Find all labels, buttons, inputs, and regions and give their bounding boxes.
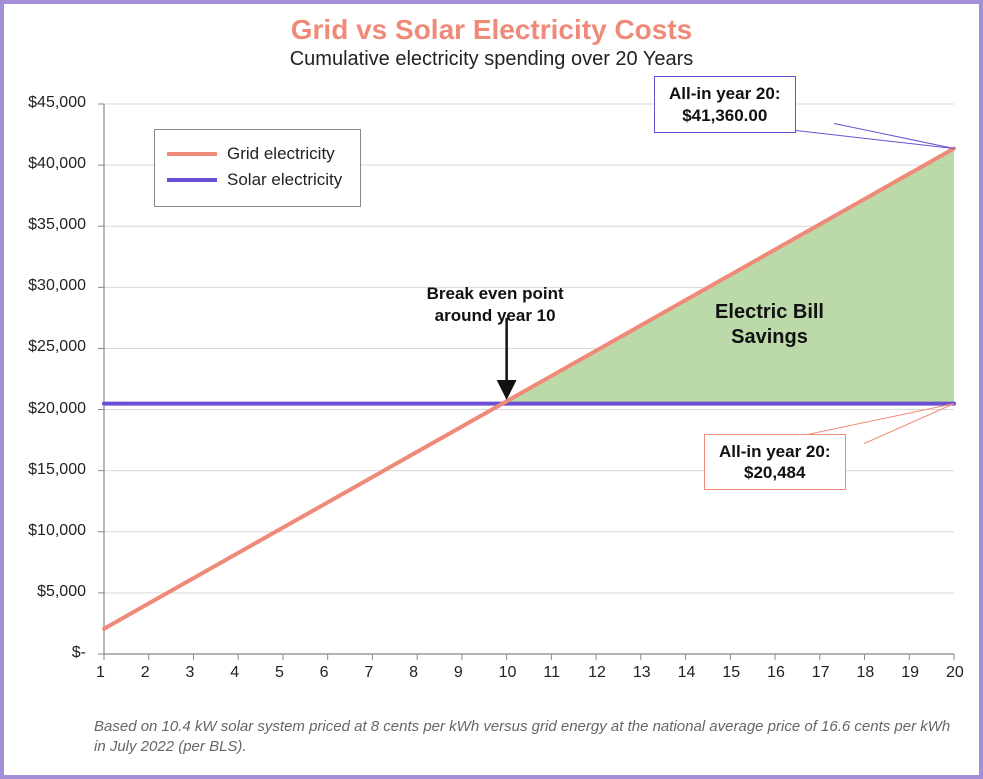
break-even-annotation: Break even point around year 10 <box>427 283 564 326</box>
x-tick-label: 15 <box>722 664 740 682</box>
y-tick-label: $25,000 <box>28 338 86 356</box>
x-tick-label: 6 <box>320 664 329 682</box>
x-tick-label: 1 <box>96 664 105 682</box>
x-tick-label: 20 <box>946 664 964 682</box>
x-tick-label: 8 <box>409 664 418 682</box>
break-even-line2: around year 10 <box>427 305 564 326</box>
x-tick-label: 11 <box>543 664 560 682</box>
legend-swatch-grid <box>167 152 217 156</box>
break-even-line1: Break even point <box>427 283 564 304</box>
savings-line2: Savings <box>715 325 824 350</box>
x-tick-label: 16 <box>767 664 785 682</box>
chart-subtitle: Cumulative electricity spending over 20 … <box>4 48 979 71</box>
y-tick-label: $5,000 <box>37 583 86 601</box>
y-tick-label: $20,000 <box>28 400 86 418</box>
y-tick-label: $15,000 <box>28 461 86 479</box>
x-tick-label: 18 <box>857 664 875 682</box>
x-tick-label: 9 <box>454 664 463 682</box>
x-tick-label: 12 <box>588 664 606 682</box>
chart-title: Grid vs Solar Electricity Costs <box>4 14 979 46</box>
legend-item-solar: Solar electricity <box>167 170 342 190</box>
x-tick-label: 17 <box>812 664 830 682</box>
x-tick-label: 2 <box>141 664 150 682</box>
callout-solar-line1: All-in year 20: <box>719 441 831 462</box>
legend-label-grid: Grid electricity <box>227 144 335 164</box>
chart-frame: Grid vs Solar Electricity Costs Cumulati… <box>0 0 983 779</box>
legend-item-grid: Grid electricity <box>167 144 342 164</box>
callout-grid-line1: All-in year 20: <box>669 83 781 104</box>
callout-grid-line2: $41,360.00 <box>669 105 781 126</box>
y-tick-label: $40,000 <box>28 155 86 173</box>
callout-grid-final: All-in year 20: $41,360.00 <box>654 76 796 133</box>
callout-solar-final: All-in year 20: $20,484 <box>704 434 846 491</box>
callout-solar-line2: $20,484 <box>719 462 831 483</box>
y-tick-label: $10,000 <box>28 522 86 540</box>
x-tick-label: 10 <box>499 664 517 682</box>
x-tick-label: 19 <box>901 664 919 682</box>
y-tick-label: $- <box>72 644 86 662</box>
footnote: Based on 10.4 kW solar system priced at … <box>94 717 954 758</box>
x-tick-label: 4 <box>230 664 239 682</box>
legend-label-solar: Solar electricity <box>227 170 342 190</box>
x-tick-label: 13 <box>633 664 651 682</box>
legend-swatch-solar <box>167 178 217 182</box>
x-tick-label: 14 <box>678 664 696 682</box>
y-tick-label: $35,000 <box>28 216 86 234</box>
x-tick-label: 3 <box>185 664 194 682</box>
legend: Grid electricity Solar electricity <box>154 129 361 207</box>
x-tick-label: 7 <box>364 664 373 682</box>
savings-label: Electric Bill Savings <box>715 300 824 350</box>
y-tick-label: $45,000 <box>28 94 86 112</box>
savings-line1: Electric Bill <box>715 300 824 325</box>
x-tick-label: 5 <box>275 664 284 682</box>
y-tick-label: $30,000 <box>28 277 86 295</box>
